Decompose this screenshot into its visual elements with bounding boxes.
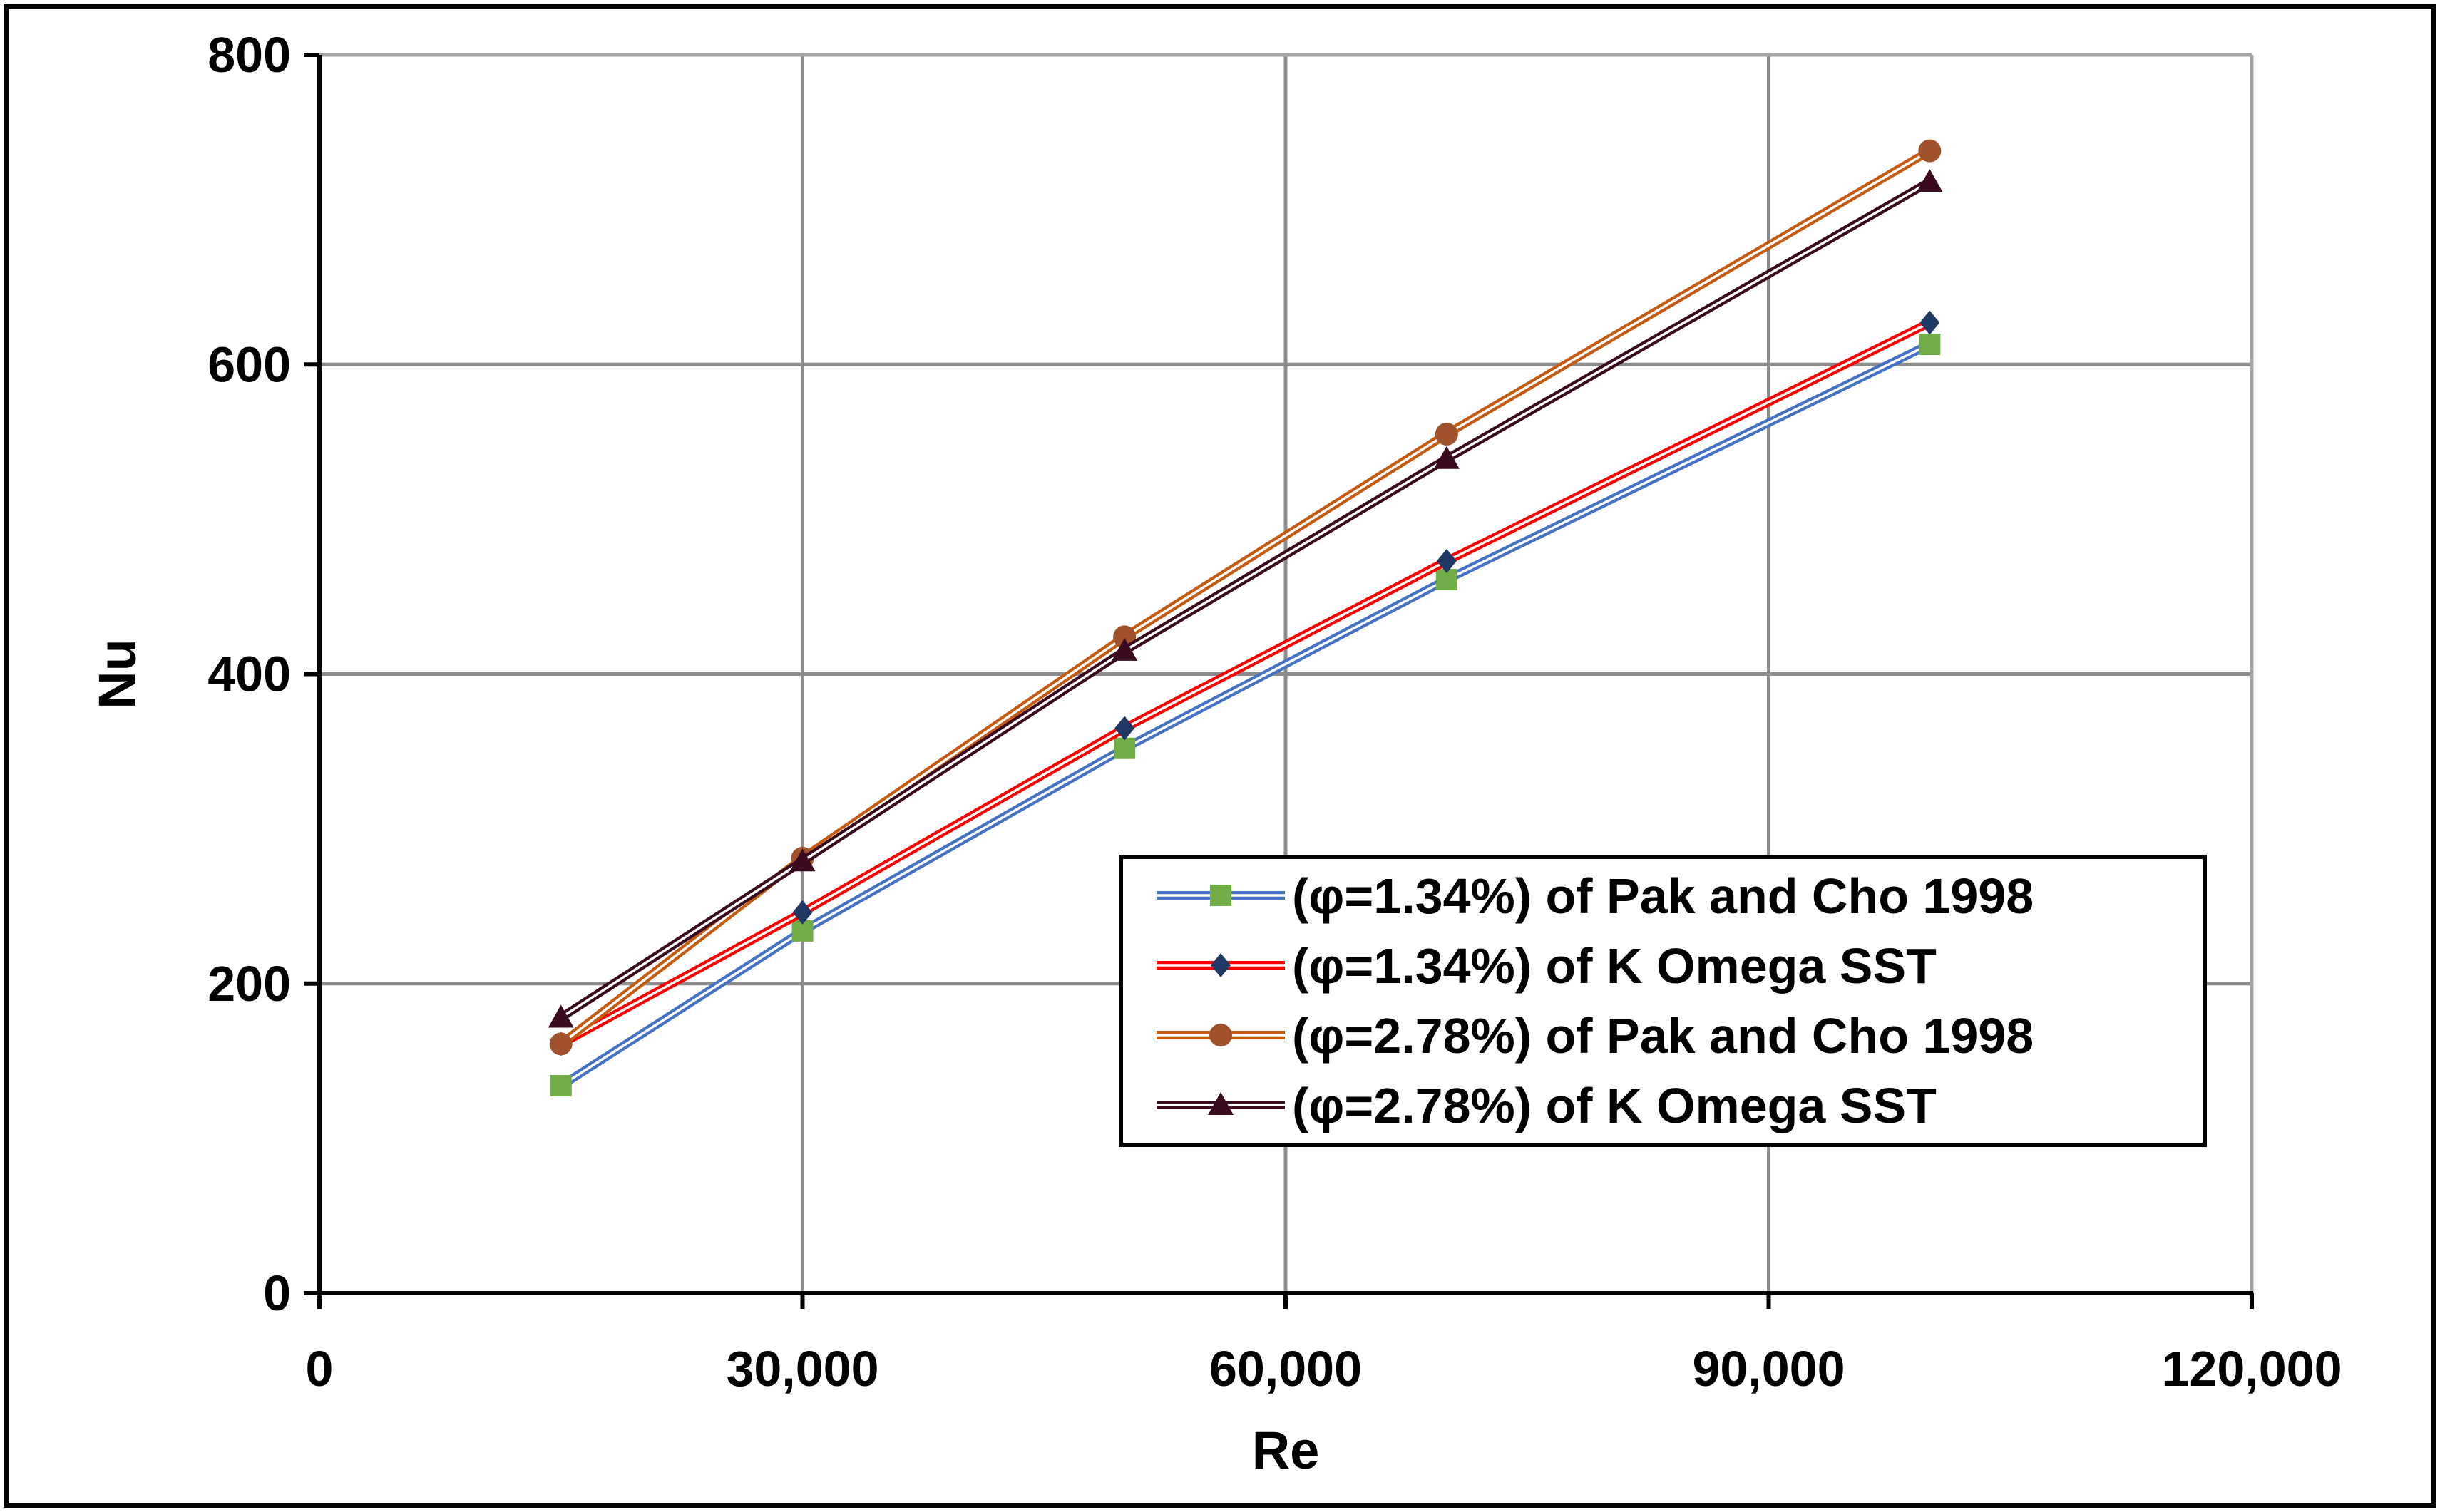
data-point: [550, 1075, 572, 1097]
data-point: [1112, 637, 1138, 661]
series-2: [550, 310, 1940, 1056]
legend-label: (φ=2.78%) of K Omega SST: [1292, 1078, 1937, 1133]
legend-label: (φ=2.78%) of Pak and Cho 1998: [1292, 1008, 2034, 1064]
y-tick-label: 600: [207, 336, 291, 392]
legend-entry: (φ=1.34%) of K Omega SST: [1157, 938, 1937, 994]
series-4: [548, 169, 1943, 1028]
data-point: [549, 1032, 573, 1056]
data-point: [1917, 169, 1943, 192]
legend-marker: [1211, 953, 1231, 977]
data-point: [1919, 334, 1941, 356]
legend-entry: (φ=2.78%) of Pak and Cho 1998: [1157, 1008, 2034, 1064]
data-point: [792, 900, 813, 925]
data-point: [1435, 422, 1458, 446]
legend-marker: [1210, 885, 1231, 906]
legend-marker: [1208, 1092, 1234, 1115]
x-tick-label: 60,000: [1209, 1341, 1362, 1397]
data-point: [1114, 737, 1136, 759]
data-point: [1114, 716, 1135, 741]
data-point: [548, 1004, 574, 1028]
series-group: [548, 139, 1943, 1097]
y-tick-label: 800: [207, 27, 291, 83]
y-tick-label: 400: [207, 647, 291, 702]
data-point: [1919, 310, 1940, 335]
series-3: [549, 139, 1942, 1056]
x-tick-label: 120,000: [2161, 1341, 2342, 1397]
data-point: [789, 848, 816, 872]
y-tick-label: 0: [263, 1265, 291, 1321]
data-point: [1918, 139, 1942, 163]
x-axis-title: Re: [1252, 1421, 1320, 1480]
y-axis-title: Nu: [88, 639, 147, 709]
y-tick-label: 200: [207, 956, 291, 1012]
x-tick-label: 90,000: [1692, 1341, 1845, 1397]
data-point: [1433, 446, 1460, 469]
x-tick-label: 0: [306, 1341, 334, 1397]
chart-border: [4, 4, 2436, 1508]
axes: 0 200 400 600 800 0 30,000 60,000 90,000 120,000 R…: [88, 27, 2342, 1480]
legend-box: [1119, 855, 2207, 1147]
legend-label: (φ=1.34%) of Pak and Cho 1998: [1292, 868, 2034, 924]
legend-label: (φ=1.34%) of K Omega SST: [1292, 938, 1937, 994]
legend-entry: (φ=1.34%) of Pak and Cho 1998: [1157, 868, 2034, 924]
data-point: [1436, 548, 1457, 573]
legend-entry: (φ=2.78%) of K Omega SST: [1157, 1078, 1937, 1133]
legend: (φ=1.34%) of Pak and Cho 1998 (φ=1.34%) o…: [1119, 855, 2207, 1147]
legend-marker: [1209, 1024, 1232, 1046]
x-tick-label: 30,000: [726, 1341, 878, 1397]
